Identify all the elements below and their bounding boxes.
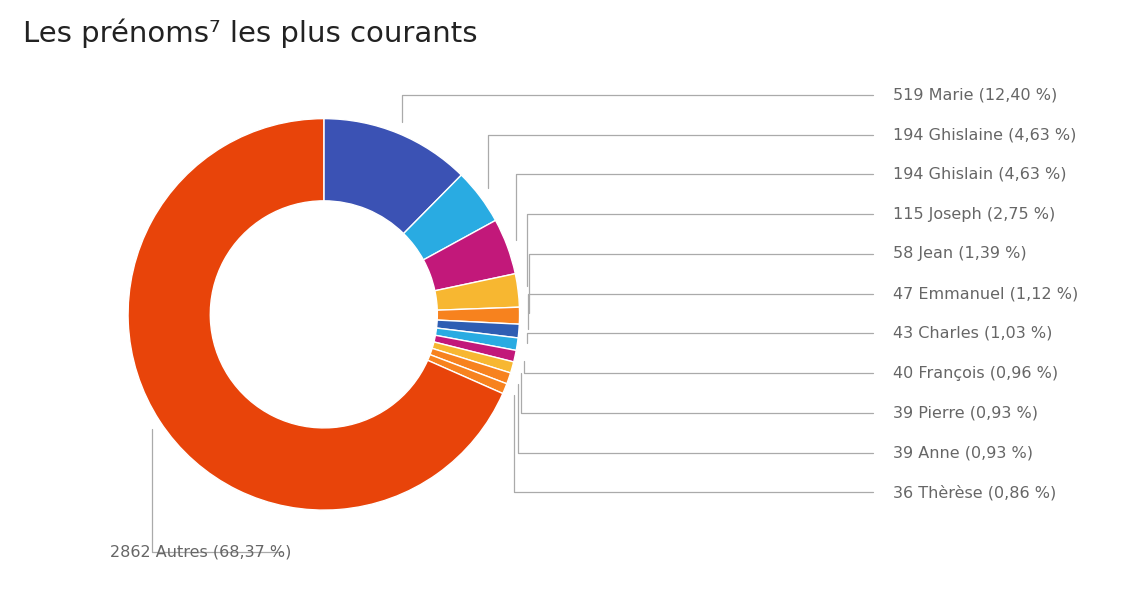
Text: 39 Anne (0,93 %): 39 Anne (0,93 %)	[894, 445, 1033, 460]
Text: 36 Thèrèse (0,86 %): 36 Thèrèse (0,86 %)	[894, 485, 1057, 500]
Text: 2862 Autres (68,37 %): 2862 Autres (68,37 %)	[110, 544, 291, 559]
Wedge shape	[404, 175, 496, 260]
Text: 58 Jean (1,39 %): 58 Jean (1,39 %)	[894, 246, 1027, 261]
Wedge shape	[430, 348, 510, 384]
Text: 519 Marie (12,40 %): 519 Marie (12,40 %)	[894, 87, 1058, 102]
Text: 39 Pierre (0,93 %): 39 Pierre (0,93 %)	[894, 405, 1039, 420]
Wedge shape	[434, 273, 519, 310]
Text: 194 Ghislaine (4,63 %): 194 Ghislaine (4,63 %)	[894, 127, 1076, 142]
Text: 43 Charles (1,03 %): 43 Charles (1,03 %)	[894, 326, 1052, 341]
Wedge shape	[428, 355, 507, 394]
Wedge shape	[435, 328, 518, 350]
Wedge shape	[434, 335, 516, 362]
Text: Les prénoms⁷ les plus courants: Les prénoms⁷ les plus courants	[23, 18, 477, 48]
Wedge shape	[432, 342, 514, 373]
Text: 115 Joseph (2,75 %): 115 Joseph (2,75 %)	[894, 207, 1056, 221]
Wedge shape	[437, 320, 519, 338]
Wedge shape	[324, 119, 462, 234]
Wedge shape	[128, 119, 502, 510]
Wedge shape	[438, 307, 519, 324]
Text: 194 Ghislain (4,63 %): 194 Ghislain (4,63 %)	[894, 167, 1067, 182]
Text: 47 Emmanuel (1,12 %): 47 Emmanuel (1,12 %)	[894, 286, 1078, 301]
Text: 40 François (0,96 %): 40 François (0,96 %)	[894, 365, 1058, 381]
Wedge shape	[423, 220, 515, 291]
